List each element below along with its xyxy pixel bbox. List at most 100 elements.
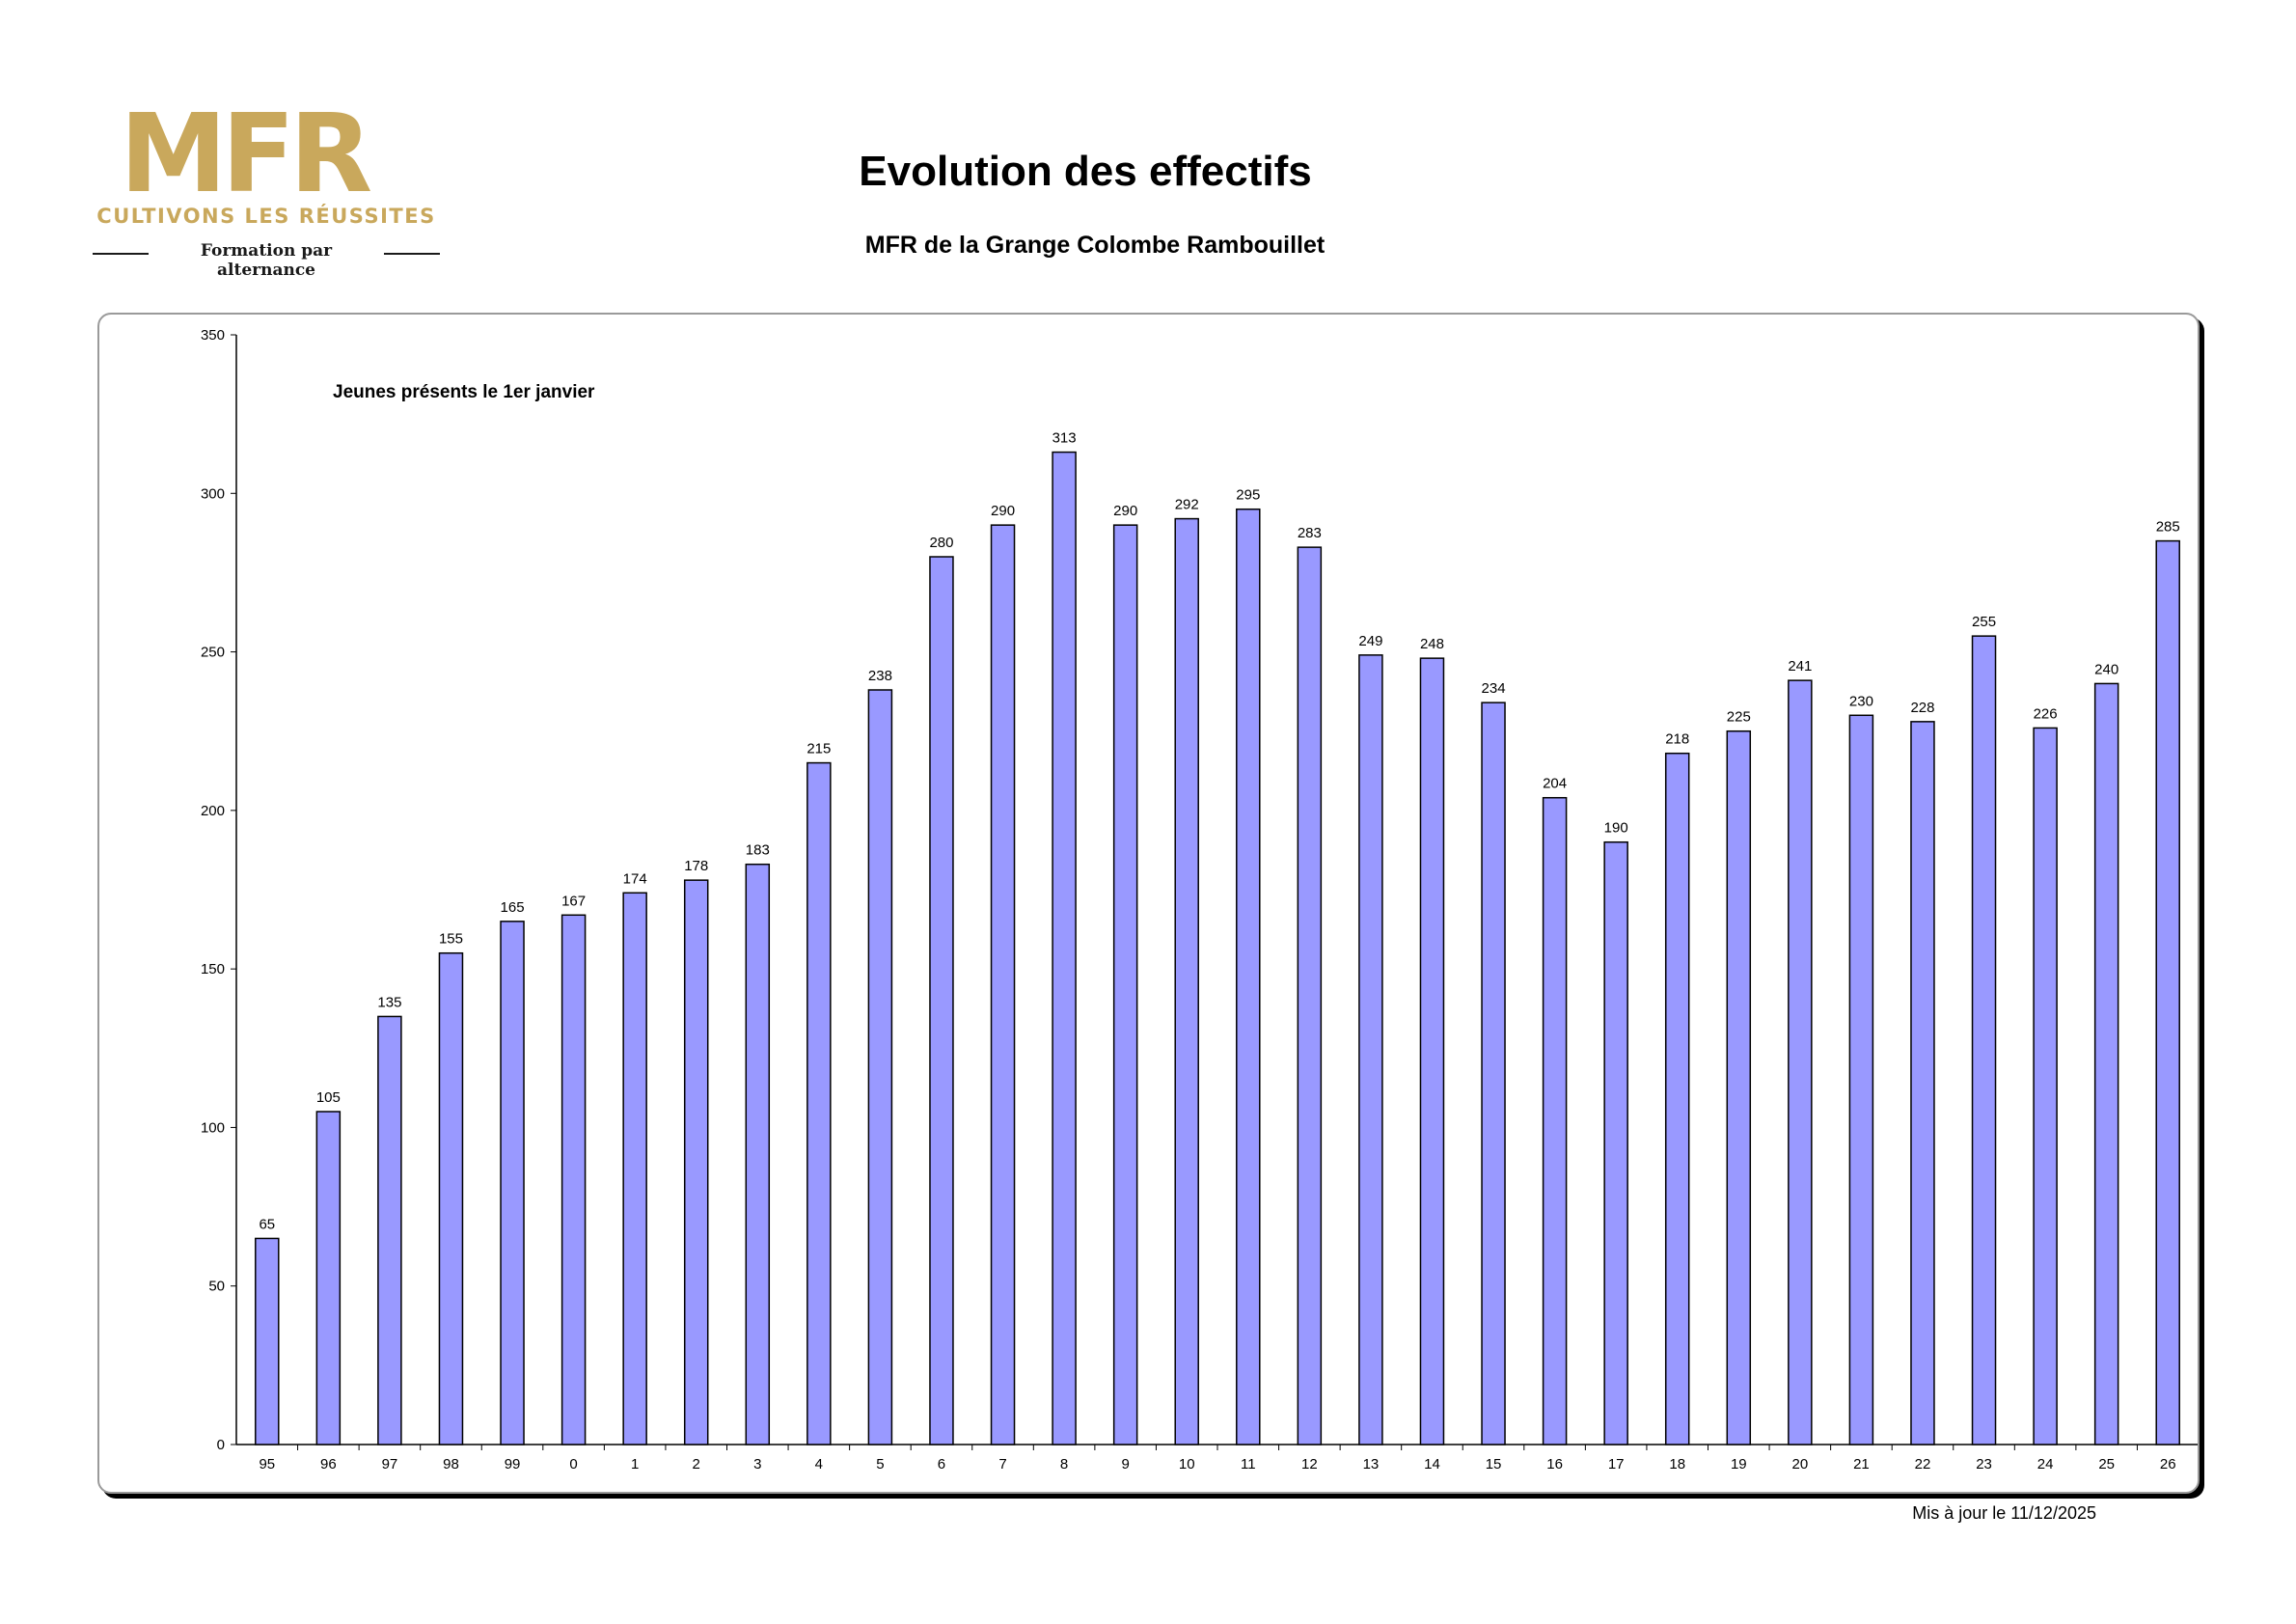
data-label: 225 — [1727, 709, 1751, 726]
data-label: 65 — [259, 1216, 275, 1232]
x-tick-label: 16 — [1546, 1456, 1563, 1473]
data-label: 238 — [868, 668, 892, 684]
bar — [1297, 546, 1323, 1445]
bar — [1419, 657, 1445, 1445]
x-tick-label: 17 — [1608, 1456, 1625, 1473]
bar — [1664, 752, 1690, 1445]
data-label: 178 — [684, 858, 708, 874]
bar — [2093, 682, 2119, 1445]
bar — [438, 951, 464, 1445]
x-tick-label: 7 — [998, 1456, 1006, 1473]
bar — [1603, 840, 1628, 1445]
series-label: Jeunes présents le 1er janvier — [333, 382, 595, 402]
data-label: 183 — [746, 842, 770, 859]
bar — [1726, 729, 1752, 1445]
bar — [929, 556, 954, 1445]
logo-subline: Formation par alternance — [93, 241, 440, 280]
x-tick-label: 98 — [443, 1456, 459, 1473]
chart-frame: 0 50 100 150 200 250 300 350 Jeunes présents le … — [97, 313, 2200, 1494]
x-tick-label: 20 — [1792, 1456, 1809, 1473]
bar — [745, 863, 771, 1445]
y-tick-label: 0 — [217, 1437, 225, 1453]
x-tick-label: 14 — [1424, 1456, 1440, 1473]
data-label: 280 — [929, 535, 953, 551]
data-label: 283 — [1298, 525, 1322, 541]
page-subtitle: MFR de la Grange Colombe Rambouillet — [864, 232, 1326, 259]
bar — [806, 761, 832, 1445]
x-tick-label: 2 — [693, 1456, 700, 1473]
bar — [1910, 721, 1935, 1445]
bar — [990, 524, 1016, 1445]
data-label: 292 — [1175, 497, 1199, 513]
x-tick-label: 13 — [1363, 1456, 1380, 1473]
data-label: 167 — [561, 893, 586, 909]
bar — [867, 689, 893, 1445]
data-label: 174 — [623, 870, 647, 887]
y-tick-label: 300 — [201, 485, 225, 502]
page-title: Evolution des effectifs — [859, 148, 1312, 195]
x-tick-label: 11 — [1241, 1456, 1256, 1473]
data-label: 295 — [1236, 487, 1260, 504]
data-label: 228 — [1910, 700, 1934, 716]
bar — [2155, 539, 2180, 1445]
data-label: 248 — [1420, 636, 1444, 652]
x-tick-label: 15 — [1486, 1456, 1502, 1473]
data-label: 155 — [439, 931, 463, 948]
bar — [560, 914, 587, 1445]
bar — [622, 892, 647, 1445]
bar — [1788, 679, 1813, 1445]
data-label: 218 — [1665, 731, 1689, 748]
data-label: 230 — [1849, 693, 1873, 709]
bar — [377, 1015, 402, 1445]
data-label: 240 — [2094, 661, 2118, 677]
x-tick-label: 24 — [2037, 1456, 2054, 1473]
bar — [2033, 727, 2058, 1445]
x-tick-label: 3 — [753, 1456, 761, 1473]
x-tick-label: 1 — [631, 1456, 639, 1473]
logo-rule-right — [384, 253, 440, 255]
data-label: 215 — [806, 741, 831, 757]
data-label: 313 — [1052, 430, 1077, 447]
x-tick-label: 0 — [569, 1456, 577, 1473]
update-date: Mis à jour le 11/12/2025 — [1912, 1503, 2096, 1523]
x-tick-label: 9 — [1121, 1456, 1129, 1473]
data-label: 241 — [1788, 658, 1812, 674]
bar — [683, 879, 709, 1445]
mfr-logo-letters: MFR — [120, 104, 370, 201]
data-label: 165 — [501, 899, 525, 916]
logo-subline-text: Formation par alternance — [200, 241, 333, 280]
bar — [1848, 714, 1874, 1445]
mfr-logo: MFR CULTIVONS LES RÉUSSITES Formation pa… — [93, 104, 440, 280]
x-tick-label: 5 — [876, 1456, 884, 1473]
x-tick-label: 21 — [1853, 1456, 1870, 1473]
y-tick-label: 150 — [201, 961, 225, 977]
y-tick-label: 100 — [201, 1119, 225, 1136]
data-label: 105 — [316, 1089, 341, 1106]
data-label: 204 — [1543, 776, 1567, 792]
bar — [1358, 654, 1383, 1445]
data-label: 135 — [377, 994, 401, 1010]
x-tick-label: 10 — [1179, 1456, 1195, 1473]
bar — [1971, 635, 1997, 1445]
bar — [1236, 508, 1261, 1445]
x-tick-label: 4 — [815, 1456, 823, 1473]
x-tick-label: 18 — [1669, 1456, 1685, 1473]
data-label: 226 — [2034, 705, 2058, 722]
bar — [1481, 702, 1506, 1445]
bar — [500, 921, 525, 1445]
data-label: 285 — [2156, 519, 2180, 536]
logo-rule-left — [93, 253, 149, 255]
x-tick-label: 97 — [382, 1456, 398, 1473]
logo-tagline: CULTIVONS LES RÉUSSITES — [96, 205, 436, 228]
data-label: 234 — [1482, 680, 1506, 697]
data-label: 190 — [1604, 820, 1628, 837]
y-tick-label: 250 — [201, 645, 225, 661]
x-tick-label: 23 — [1976, 1456, 1992, 1473]
x-tick-label: 96 — [320, 1456, 337, 1473]
bar — [1174, 517, 1199, 1445]
x-tick-label: 99 — [505, 1456, 521, 1473]
bar — [1542, 796, 1568, 1445]
y-tick-label: 200 — [201, 803, 225, 819]
bar — [255, 1237, 280, 1445]
